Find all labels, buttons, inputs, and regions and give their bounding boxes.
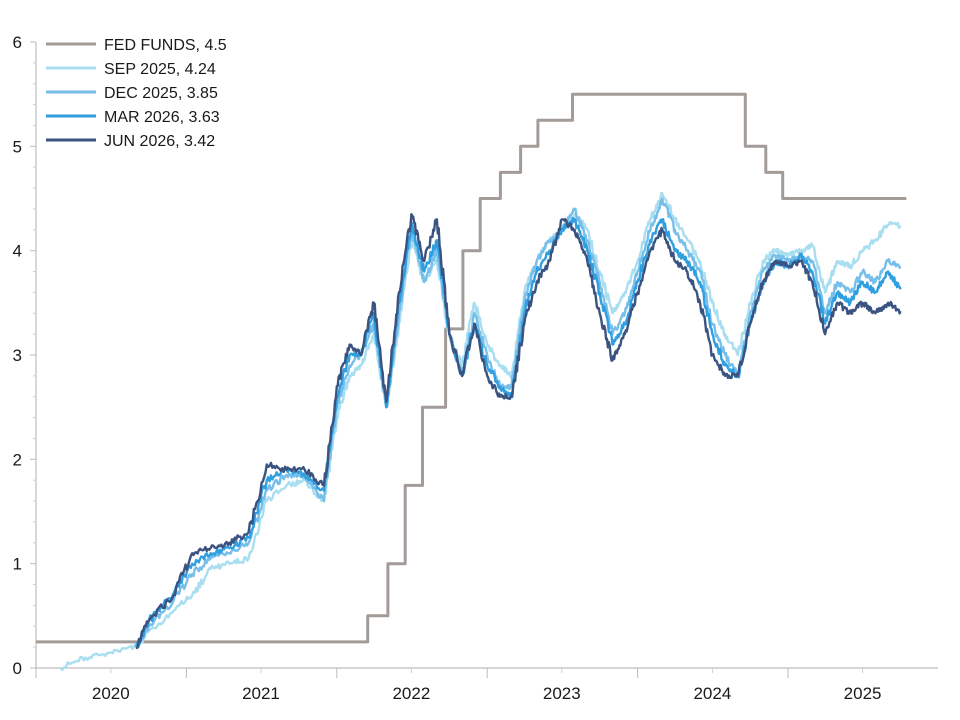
x-tick-label: 2023 [543,684,581,703]
series-line-mar-2026 [135,216,902,648]
x-tick-label: 2025 [844,684,882,703]
x-tick-label: 2020 [92,684,130,703]
x-tick-label: 2022 [392,684,430,703]
axes: 0 1 2 3 4 5 6 2020 2021 2022 2023 2024 2025 [13,33,938,703]
legend-label: SEP 2025, 4.24 [104,61,216,78]
y-tick-label: 5 [13,137,22,156]
y-tick-label: 2 [13,450,22,469]
legend-label: JUN 2026, 3.42 [104,133,215,150]
series-line-sep-2025 [59,191,902,672]
x-tick-label: 2024 [693,684,731,703]
series-line-jun-2026 [135,213,902,650]
y-tick-label: 3 [13,346,22,365]
series-line-fed-funds [36,92,907,644]
x-tick-label: 2021 [242,684,280,703]
y-tick-label: 4 [13,242,22,261]
legend: FED FUNDS, 4.5 SEP 2025, 4.24 DEC 2025, 3.… [46,37,227,150]
legend-label: FED FUNDS, 4.5 [104,37,227,54]
y-tick-label: 0 [13,659,22,678]
legend-label: MAR 2026, 3.63 [104,109,220,126]
series-line-dec-2025 [135,197,902,648]
plot-area [36,92,907,672]
y-tick-label: 1 [13,555,22,574]
legend-label: DEC 2025, 3.85 [104,85,218,102]
y-tick-label: 6 [13,33,22,52]
